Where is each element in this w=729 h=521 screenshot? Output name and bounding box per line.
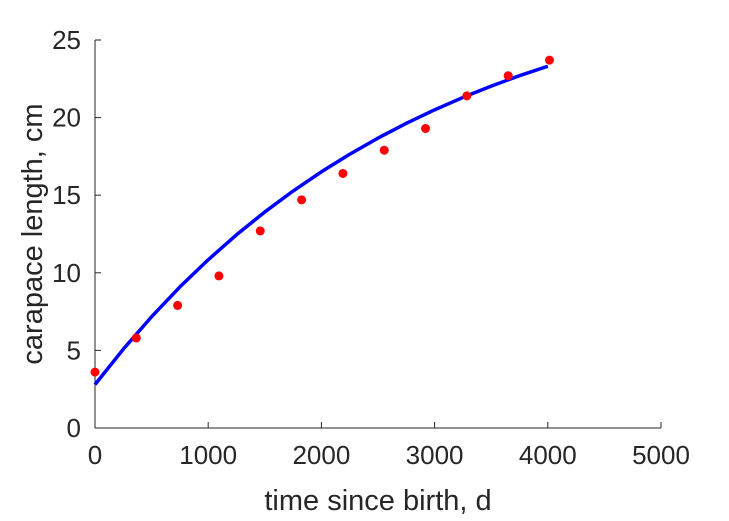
y-tick-label: 5 (67, 335, 81, 365)
y-tick-label: 10 (52, 258, 81, 288)
x-axis-label: time since birth, d (264, 485, 491, 517)
y-tick-label: 0 (67, 413, 81, 443)
data-point (503, 71, 513, 81)
data-point (255, 226, 265, 236)
x-tick-label: 5000 (632, 440, 690, 470)
data-point (338, 168, 348, 178)
data-point (544, 55, 554, 65)
data-point (214, 271, 224, 281)
x-tick-label: 4000 (519, 440, 577, 470)
data-point (421, 123, 431, 133)
fit-curve-line (93, 64, 549, 386)
x-tick-label: 2000 (292, 440, 350, 470)
y-tick-label: 25 (52, 25, 81, 55)
x-tick-label: 3000 (406, 440, 464, 470)
data-point (173, 300, 183, 310)
y-tick-label: 15 (52, 180, 81, 210)
x-tick-label: 0 (88, 440, 102, 470)
x-tick-label: 1000 (179, 440, 237, 470)
series-layer (90, 55, 554, 386)
axes: 0 1000 2000 3000 4000 5000 0 5 10 15 20 25 (52, 25, 690, 470)
y-tick-label: 20 (52, 103, 81, 133)
data-point (379, 145, 389, 155)
data-point (297, 195, 307, 205)
data-point (131, 333, 141, 343)
data-point (462, 91, 472, 101)
y-axis-label: carapace length, cm (17, 103, 49, 364)
data-point (90, 367, 100, 377)
